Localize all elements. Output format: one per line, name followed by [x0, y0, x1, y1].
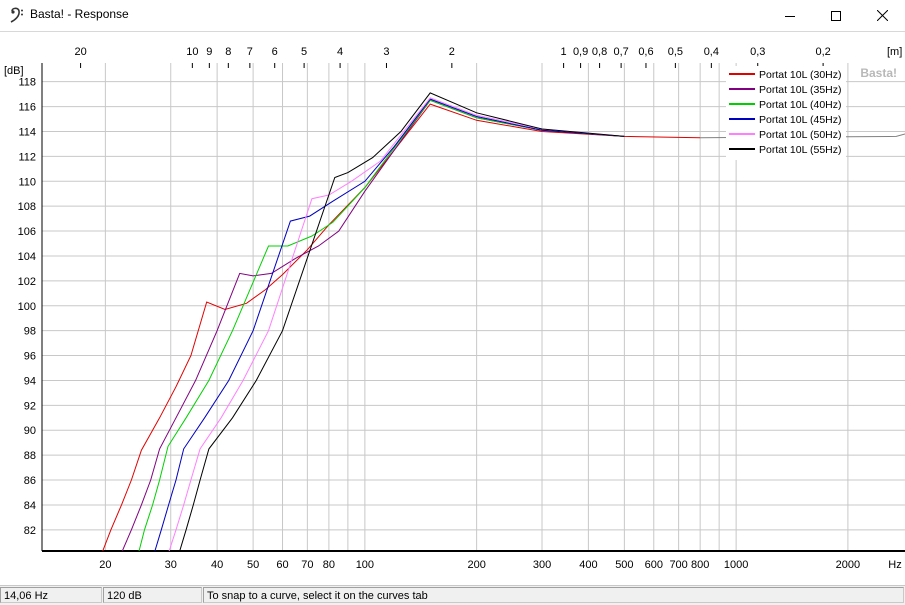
series-line-3 — [138, 99, 625, 551]
top-tick-label: 8 — [225, 46, 231, 58]
x-tick-label: 200 — [467, 559, 485, 571]
legend-label: Portat 10L (45Hz) — [759, 114, 841, 126]
top-tick-label: 5 — [301, 46, 307, 58]
status-bar: 14,06 Hz 120 dB To snap to a curve, sele… — [0, 585, 905, 605]
legend-box — [726, 66, 846, 160]
x-tick-label: 500 — [615, 559, 633, 571]
series-line-1 — [102, 103, 701, 551]
maximize-icon — [831, 10, 841, 21]
status-level: 120 dB — [103, 587, 202, 603]
top-tick-label: 4 — [337, 46, 343, 58]
status-message: To snap to a curve, select it on the cur… — [203, 587, 904, 603]
top-tick-label: 9 — [206, 46, 212, 58]
top-tick-label: 7 — [247, 46, 253, 58]
x-tick-label: 80 — [323, 559, 335, 571]
x-tick-label: 60 — [276, 559, 288, 571]
close-icon — [876, 10, 888, 21]
top-tick-label: 0,4 — [704, 46, 719, 58]
legend-label: Portat 10L (50Hz) — [759, 129, 841, 141]
y-tick-label: 90 — [24, 425, 36, 437]
x-tick-label: 700 — [669, 559, 687, 571]
top-tick-label: 1 — [561, 46, 567, 58]
x-tick-label: 300 — [533, 559, 551, 571]
top-tick-label: 0,5 — [668, 46, 683, 58]
status-frequency: 14,06 Hz — [0, 587, 102, 603]
watermark-text: Basta! — [860, 66, 897, 80]
x-unit-label: Hz — [888, 559, 901, 571]
y-tick-label: 96 — [24, 351, 36, 363]
y-tick-label: 88 — [24, 450, 36, 462]
y-tick-label: 116 — [18, 102, 36, 114]
x-tick-label: 2000 — [836, 559, 860, 571]
legend-label: Portat 10L (30Hz) — [759, 69, 841, 81]
y-tick-label: 104 — [18, 251, 36, 263]
top-tick-label: 6 — [272, 46, 278, 58]
legend-label: Portat 10L (55Hz) — [759, 144, 841, 156]
top-tick-label: 0,8 — [592, 46, 607, 58]
top-tick-label: 0,3 — [750, 46, 765, 58]
top-tick-label: 0,9 — [573, 46, 588, 58]
chart-svg[interactable]: 8284868890929496981001021041061081101121… — [0, 32, 905, 586]
y-tick-label: 84 — [24, 500, 36, 512]
close-button[interactable] — [859, 0, 905, 31]
title-bar: Basta! - Response — [0, 0, 905, 31]
x-tick-label: 800 — [691, 559, 709, 571]
legend-label: Portat 10L (35Hz) — [759, 84, 841, 96]
top-tick-label: 2 — [449, 46, 455, 58]
top-tick-label: 0,7 — [613, 46, 628, 58]
x-tick-label: 30 — [165, 559, 177, 571]
y-tick-label: 108 — [18, 201, 36, 213]
y-tick-label: 102 — [18, 276, 36, 288]
y-tick-label: 110 — [18, 176, 36, 188]
y-tick-label: 82 — [24, 525, 36, 537]
y-tick-label: 98 — [24, 326, 36, 338]
x-tick-label: 1000 — [724, 559, 748, 571]
top-tick-label: 0,2 — [815, 46, 830, 58]
y-tick-label: 86 — [24, 475, 36, 487]
y-tick-label: 118 — [18, 77, 36, 89]
top-tick-label: 3 — [383, 46, 389, 58]
legend-label: Portat 10L (40Hz) — [759, 99, 841, 111]
x-tick-label: 50 — [247, 559, 259, 571]
top-unit-label: [m] — [887, 46, 902, 58]
y-tick-label: 106 — [18, 226, 36, 238]
x-tick-label: 400 — [579, 559, 597, 571]
x-tick-label: 20 — [99, 559, 111, 571]
x-tick-label: 70 — [301, 559, 313, 571]
x-tick-label: 100 — [356, 559, 374, 571]
x-tick-label: 600 — [645, 559, 663, 571]
top-tick-label: 20 — [74, 46, 86, 58]
bass-clef-icon — [10, 7, 23, 23]
window-title: Basta! - Response — [30, 7, 129, 21]
y-tick-label: 114 — [18, 126, 36, 138]
y-tick-label: 92 — [24, 400, 36, 412]
maximize-button[interactable] — [813, 0, 859, 31]
x-tick-label: 40 — [211, 559, 223, 571]
top-tick-label: 10 — [186, 46, 198, 58]
y-tick-label: 94 — [24, 375, 36, 387]
y-tick-label: 112 — [18, 151, 36, 163]
top-tick-label: 0,6 — [638, 46, 653, 58]
y-unit-label: [dB] — [4, 65, 24, 77]
minimize-button[interactable] — [767, 0, 813, 31]
minimize-icon — [785, 15, 795, 17]
response-chart[interactable]: 82 84 86 88 90 92 94 96 98 100 102 104 106 108 110 112 1… — [0, 31, 905, 586]
series-line-5 — [168, 97, 625, 551]
series-line-6 — [179, 92, 625, 551]
y-tick-label: 100 — [18, 301, 36, 313]
series-line-4 — [154, 98, 625, 551]
